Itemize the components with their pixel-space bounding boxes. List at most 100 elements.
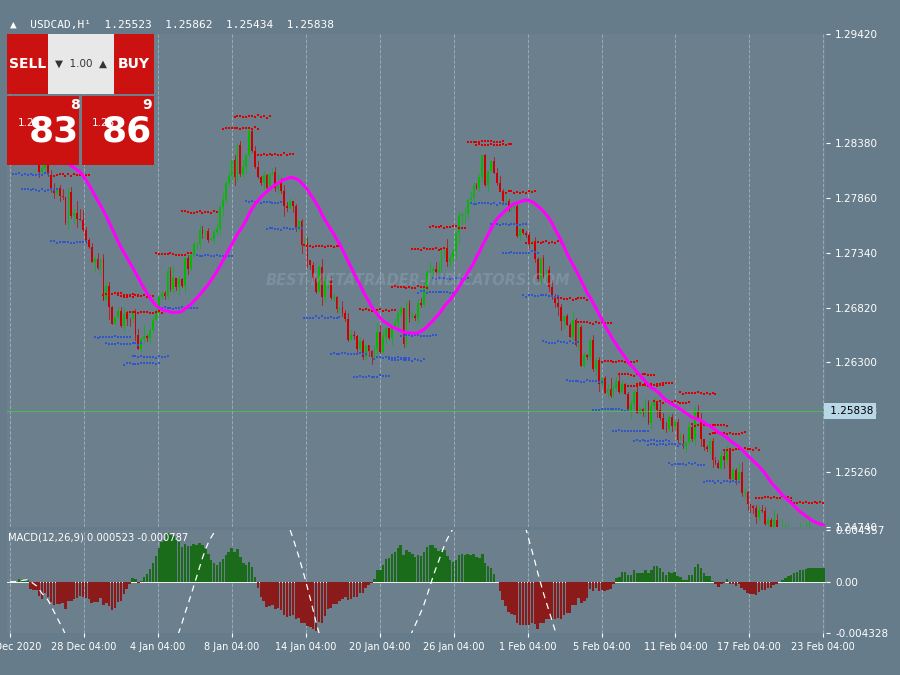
Point [312,240,327,251]
Point [259,112,274,123]
Point [384,281,399,292]
Point [755,535,770,546]
Point [749,531,763,541]
Bar [539,582,542,623]
Bar [41,168,43,171]
Point [283,148,297,159]
Point [772,537,787,547]
Point [652,396,667,407]
Point [224,123,238,134]
Point [419,243,434,254]
Point [423,286,437,297]
Bar [444,248,446,252]
Point [659,439,673,450]
Point [516,290,530,300]
Point [778,536,793,547]
Point [758,537,772,547]
Point [9,169,23,180]
Point [612,369,626,379]
Point [499,199,513,210]
Bar [517,206,518,236]
Point [259,149,274,160]
Bar [651,406,652,423]
Point [802,536,816,547]
Point [668,396,682,406]
Bar [470,198,472,200]
Point [522,237,536,248]
Point [242,197,256,208]
Point [778,537,793,547]
Bar [292,201,293,207]
Bar [380,332,381,352]
Point [449,273,464,284]
Point [781,537,796,547]
Point [781,537,796,547]
Point [90,332,104,343]
Bar [682,436,684,447]
Bar [68,192,69,223]
Bar [187,259,189,269]
Text: ▼  1.00  ▲: ▼ 1.00 ▲ [55,58,106,68]
Point [435,244,449,254]
Bar [94,259,95,262]
Point [633,369,647,380]
Point [638,378,652,389]
Point [717,476,732,487]
Bar [534,582,536,624]
Point [99,337,113,348]
Point [618,406,633,416]
Point [143,352,157,362]
Point [699,475,714,486]
Point [647,379,662,390]
Point [589,404,603,415]
Point [763,530,778,541]
Point [781,537,796,547]
Bar [23,580,26,582]
Point [685,387,699,398]
Point [720,429,734,439]
Bar [310,260,311,265]
Bar [131,578,134,582]
Point [591,377,606,387]
Bar [126,314,128,319]
Point [805,536,819,547]
Point [440,286,454,297]
Point [426,329,440,340]
Point [496,219,510,230]
Point [784,536,798,547]
Point [562,293,577,304]
Point [802,535,816,546]
Bar [452,562,454,582]
Point [793,537,807,547]
Point [676,388,690,399]
Point [676,397,690,408]
Bar [703,439,705,448]
Point [798,536,813,547]
Bar [306,582,309,626]
Bar [353,582,356,597]
Bar [749,582,752,594]
Bar [715,460,716,462]
Point [131,339,146,350]
Bar [729,582,732,584]
Bar [650,570,652,582]
Point [568,376,582,387]
Bar [368,345,370,351]
Point [186,207,201,218]
Point [770,537,784,547]
Point [367,371,382,382]
Bar [7,96,79,165]
Point [763,537,778,547]
Point [670,396,685,407]
Point [527,186,542,197]
Bar [388,558,391,582]
Bar [572,582,574,605]
Point [487,140,501,151]
Point [615,369,629,380]
Point [382,306,396,317]
Point [388,354,402,365]
Point [417,282,431,293]
Point [50,126,64,137]
Bar [376,332,378,349]
Point [807,535,822,546]
